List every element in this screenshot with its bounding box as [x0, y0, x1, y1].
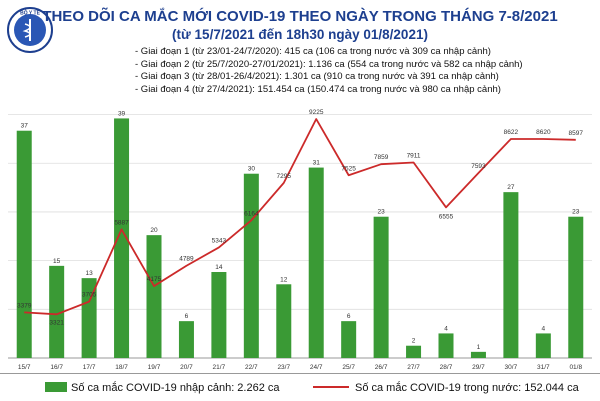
bar-27/7 — [406, 345, 422, 358]
legend-bars-label: Số ca mắc COVID-19 nhập cảnh: 2.262 ca — [71, 382, 280, 394]
covid-chart: 3715/71516/71317/73918/72019/7620/71421/… — [8, 109, 592, 371]
x-tick-label: 20/7 — [180, 364, 193, 371]
line-point-label: 5887 — [114, 219, 129, 226]
bar-label: 31 — [313, 160, 321, 167]
bar-21/7 — [211, 272, 227, 358]
x-tick-label: 19/7 — [148, 364, 161, 371]
line-point-label: 6555 — [439, 213, 454, 220]
x-tick-label: 16/7 — [50, 364, 63, 371]
x-tick-label: 23/7 — [277, 364, 290, 371]
bar-18/7 — [114, 118, 130, 358]
bar-label: 20 — [150, 227, 158, 234]
logo-text: BỘ Y TẾ — [20, 9, 40, 17]
bar-label: 6 — [347, 313, 351, 320]
line-point-label: 7911 — [407, 152, 421, 159]
x-tick-label: 27/7 — [407, 364, 420, 371]
bar-label: 6 — [185, 313, 189, 320]
bar-label: 4 — [542, 325, 546, 332]
legend-bars: Số ca mắc COVID-19 nhập cảnh: 2.262 ca — [45, 382, 280, 394]
x-tick-label: 31/7 — [537, 364, 550, 371]
bar-label: 1 — [477, 344, 481, 351]
legend-bar-swatch — [45, 382, 67, 392]
bar-label: 23 — [377, 209, 385, 216]
x-tick-label: 30/7 — [505, 364, 518, 371]
bar-label: 2 — [412, 338, 416, 345]
line-point-label: 3379 — [17, 302, 32, 309]
bar-label: 30 — [248, 166, 256, 173]
phase-note-4: - Giai đoạn 4 (từ 27/4/2021): 151.454 ca… — [135, 83, 501, 95]
x-tick-label: 01/8 — [569, 364, 582, 371]
x-tick-label: 21/7 — [213, 364, 226, 371]
bar-23/7 — [276, 284, 292, 358]
line-point-label: 8622 — [504, 129, 519, 136]
bar-15/7 — [16, 130, 32, 358]
line-point-label: 5343 — [212, 237, 227, 244]
line-point-label: 4789 — [179, 256, 194, 263]
domestic-cases-line — [24, 118, 576, 316]
line-point-label: 8597 — [569, 130, 584, 137]
line-point-label: 6164 — [244, 210, 259, 217]
bar-label: 37 — [21, 123, 29, 130]
phase-notes: - Giai đoạn 1 (từ 23/01-24/7/2020): 415 … — [135, 46, 523, 96]
line-point-label: 7525 — [341, 165, 356, 172]
phase-note-2: - Giai đoạn 2 (từ 25/7/2020-27/01/2021):… — [135, 58, 523, 70]
bar-25/7 — [341, 321, 357, 358]
x-tick-label: 28/7 — [440, 364, 453, 371]
bar-29/7 — [470, 351, 486, 358]
chart-title: THEO DÕI CA MẮC MỚI COVID-19 THEO NGÀY T… — [42, 8, 558, 25]
bar-label: 14 — [215, 264, 223, 271]
bar-label: 13 — [85, 270, 93, 277]
bar-26/7 — [373, 216, 389, 358]
legend: Số ca mắc COVID-19 nhập cảnh: 2.262 ca S… — [0, 373, 600, 401]
bar-22/7 — [243, 173, 259, 358]
bar-20/7 — [178, 321, 194, 358]
line-point-label: 7593 — [471, 163, 486, 170]
legend-line-label: Số ca mắc COVID-19 trong nước: 152.044 c… — [355, 382, 579, 394]
x-tick-label: 22/7 — [245, 364, 258, 371]
chart-subtitle: (từ 15/7/2021 đến 18h30 ngày 01/8/2021) — [172, 27, 428, 42]
line-point-label: 9225 — [309, 109, 324, 116]
bar-16/7 — [49, 265, 65, 358]
bar-28/7 — [438, 333, 454, 358]
bar-17/7 — [81, 278, 97, 358]
legend-line: Số ca mắc COVID-19 trong nước: 152.044 c… — [313, 382, 579, 394]
bar-label: 4 — [444, 325, 448, 332]
bar-label: 23 — [572, 209, 580, 216]
bar-label: 39 — [118, 110, 126, 117]
legend-line-swatch — [313, 386, 349, 388]
phase-note-1: - Giai đoạn 1 (từ 23/01-24/7/2020): 415 … — [135, 46, 491, 57]
x-tick-label: 25/7 — [342, 364, 355, 371]
line-point-label: 7295 — [277, 173, 292, 180]
x-tick-label: 29/7 — [472, 364, 485, 371]
x-tick-label: 26/7 — [375, 364, 388, 371]
x-tick-label: 18/7 — [115, 364, 128, 371]
bar-label: 27 — [507, 184, 515, 191]
bar-19/7 — [146, 235, 162, 358]
phase-note-3: - Giai đoạn 3 (từ 28/01-26/4/2021): 1.30… — [135, 71, 499, 82]
bar-24/7 — [308, 167, 324, 358]
line-point-label: 7859 — [374, 154, 389, 161]
x-tick-label: 24/7 — [310, 364, 323, 371]
line-point-label: 8620 — [536, 129, 551, 136]
line-point-label: 3321 — [49, 319, 64, 326]
line-point-label: 4175 — [147, 276, 162, 283]
x-tick-label: 17/7 — [83, 364, 96, 371]
bar-01/8 — [568, 216, 584, 358]
x-tick-label: 15/7 — [18, 364, 31, 371]
ministry-logo: BỘ Y TẾ — [7, 7, 53, 53]
bar-30/7 — [503, 192, 519, 358]
bar-label: 12 — [280, 276, 288, 283]
line-point-label: 3705 — [82, 292, 97, 299]
bar-31/7 — [535, 333, 551, 358]
bar-label: 15 — [53, 258, 61, 265]
